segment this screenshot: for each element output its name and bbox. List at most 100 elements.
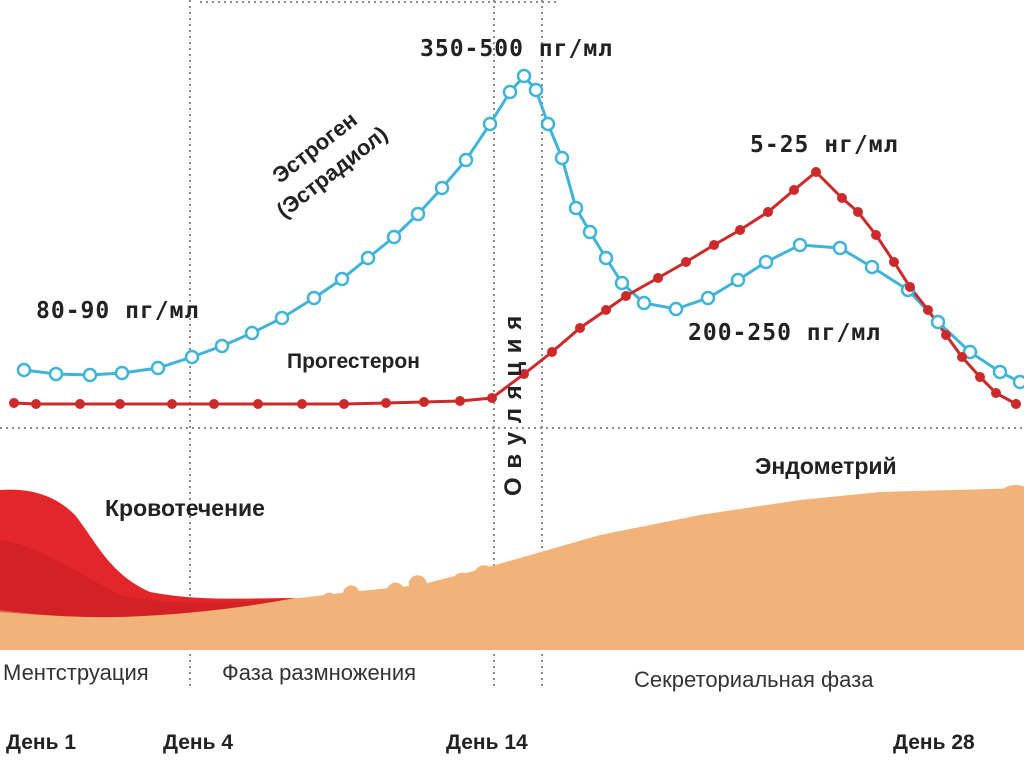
endometrium-gland xyxy=(738,525,762,625)
estrogen-marker xyxy=(582,224,598,240)
endometrium-glands xyxy=(299,485,1024,625)
estrogen-marker xyxy=(482,116,498,132)
progesterone-marker xyxy=(681,257,691,267)
endometrium-gland xyxy=(891,509,919,625)
estrogen-marker xyxy=(930,314,946,330)
endometrium-gland xyxy=(782,522,807,625)
endometrium-gland xyxy=(299,600,315,625)
progesterone-marker xyxy=(575,323,585,333)
endometrium-gland xyxy=(343,585,360,625)
endometrium-gland xyxy=(540,555,561,625)
endometrium-gland xyxy=(474,565,494,625)
endometrium-gland xyxy=(386,582,405,625)
endometrium-gland xyxy=(408,575,427,625)
progesterone-marker xyxy=(853,207,863,217)
progesterone-marker xyxy=(923,305,933,315)
progesterone-marker xyxy=(209,399,219,409)
estrogen-marker xyxy=(434,180,450,196)
day-1-label: День 1 xyxy=(6,731,77,754)
endometrium-gland xyxy=(606,545,628,625)
progesterone-marker xyxy=(763,207,773,217)
estrogen-marker xyxy=(458,152,474,168)
estrogen-marker xyxy=(114,365,130,381)
endometrium-gland xyxy=(672,535,695,625)
progesterone-marker xyxy=(709,240,719,250)
estrogen-marker xyxy=(864,259,880,275)
progesterone-marker xyxy=(871,230,881,240)
estrogen-marker xyxy=(516,68,532,84)
estrogen-marker xyxy=(184,349,200,365)
endometrium-gland xyxy=(869,505,897,625)
endometrium-gland xyxy=(694,539,718,625)
estrogen-start-label: 80-90 пг/мл xyxy=(36,298,200,324)
progesterone-label: Прогестерон xyxy=(287,350,420,373)
progesterone-marker xyxy=(1011,399,1021,409)
progesterone-marker xyxy=(455,396,465,406)
progesterone-marker xyxy=(519,369,529,379)
endometrium-gland xyxy=(935,495,964,625)
progesterone-marker xyxy=(297,399,307,409)
estrogen-marker xyxy=(668,301,684,317)
progesterone-marker xyxy=(339,399,349,409)
estrogen-marker xyxy=(244,325,260,341)
estrogen-marker xyxy=(334,271,350,287)
progesterone-marker xyxy=(419,397,429,407)
estrogen-marker xyxy=(962,344,978,360)
progesterone-marker xyxy=(941,330,951,340)
progesterone-marker xyxy=(991,388,1001,398)
progesterone-marker xyxy=(547,347,557,357)
phase-menstruation: Ментструация xyxy=(3,660,149,685)
endometrium-gland xyxy=(957,499,986,625)
endometrium-gland xyxy=(760,529,785,625)
endometrium-gland xyxy=(1001,485,1024,625)
estrogen-marker xyxy=(614,275,630,291)
endometrium-gland xyxy=(650,542,673,625)
estrogen-marker xyxy=(48,366,64,382)
endometrium-gland xyxy=(716,532,740,625)
endometrium-gland xyxy=(364,589,382,625)
progesterone-marker xyxy=(487,393,497,403)
estrogen-marker xyxy=(758,254,774,270)
progesterone-marker xyxy=(75,399,85,409)
endometrium-gland xyxy=(518,562,539,625)
endometrium-gland xyxy=(321,592,338,625)
endometrium-gland xyxy=(430,579,450,625)
endometrium-gland xyxy=(628,549,651,625)
day-4-label: День 4 xyxy=(163,731,234,754)
estrogen-marker xyxy=(306,290,322,306)
estrogen-marker xyxy=(528,82,544,98)
estrogen-marker xyxy=(568,200,584,216)
estrogen-marker xyxy=(554,150,570,166)
progesterone-marker xyxy=(789,185,799,195)
endometrium-gland xyxy=(584,552,606,625)
estrogen-marker xyxy=(386,229,402,245)
progesterone-marker xyxy=(735,225,745,235)
progesterone-marker xyxy=(31,399,41,409)
estrogen-marker xyxy=(150,360,166,376)
day-28-label: День 28 xyxy=(893,731,975,754)
ovulation-label: О в у л я ц и я xyxy=(500,314,527,496)
estrogen-marker xyxy=(832,240,848,256)
progesterone-marker xyxy=(167,399,177,409)
hormone-curves xyxy=(9,68,1024,409)
day-14-label: День 14 xyxy=(446,731,528,754)
estrogen-second-peak-label: 200-250 пг/мл xyxy=(688,320,882,346)
phase-secretory: Секреториальная фаза xyxy=(634,667,874,692)
progesterone-marker xyxy=(975,372,985,382)
endometrium-gland xyxy=(913,502,941,625)
progesterone-marker xyxy=(837,193,847,203)
estrogen-marker xyxy=(502,84,518,100)
estrogen-marker xyxy=(274,310,290,326)
endometrium-gland xyxy=(825,519,852,625)
bleeding-shade xyxy=(0,540,290,617)
estrogen-marker xyxy=(360,250,376,266)
progesterone-marker xyxy=(905,282,915,292)
progesterone-marker xyxy=(9,398,19,408)
estrogen-marker xyxy=(730,272,746,288)
progesterone-marker xyxy=(653,273,663,283)
endometrium-gland xyxy=(562,559,584,625)
phase-proliferation: Фаза размножения xyxy=(222,660,417,685)
estrogen-peak-label: 350-500 пг/мл xyxy=(420,36,614,62)
estrogen-marker xyxy=(540,116,556,132)
